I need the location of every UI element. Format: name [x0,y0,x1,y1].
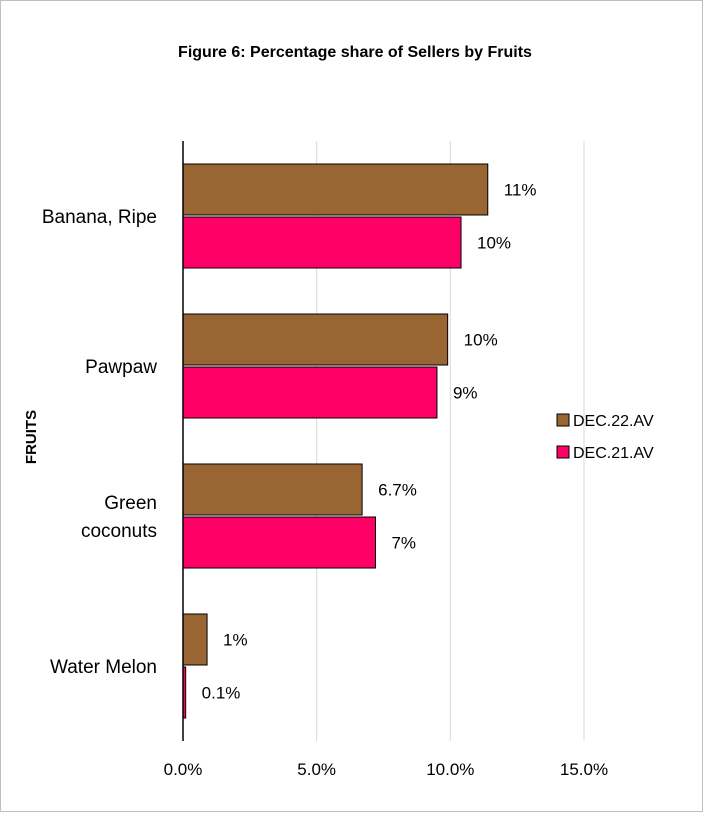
data-label: 10% [477,234,511,253]
category-label: Green [104,493,157,514]
legend: DEC.22.AV DEC.21.AV [556,413,654,462]
chart-title: Figure 6: Percentage share of Sellers by… [178,44,532,61]
x-tick-label: 5.0% [297,760,336,779]
legend-swatch [556,413,570,427]
data-labels: 11% 10% 10% 9% 6.7% 7% 1% 0.1% [202,181,537,703]
bar [182,366,438,419]
bars [182,163,489,719]
category-label: coconuts [81,521,157,542]
bar [182,163,489,216]
data-label: 7% [391,534,416,553]
bar [182,313,449,366]
data-label: 9% [453,384,478,403]
category-label: Water Melon [50,657,157,678]
category-labels: Banana, Ripe Pawpaw Green coconuts Water Mel… [42,207,157,678]
data-label: 1% [223,631,248,650]
data-label: 0.1% [202,684,241,703]
bar [182,613,208,666]
y-axis-label: FRUITS [23,410,40,464]
bar [182,463,363,516]
data-label: 10% [464,331,498,350]
category-label: Pawpaw [85,357,157,378]
x-tick-label: 0.0% [164,760,203,779]
legend-label: DEC.22.AV [573,413,654,430]
category-label: Banana, Ripe [42,207,157,228]
x-tick-label: 15.0% [560,760,608,779]
data-label: 6.7% [378,481,417,500]
x-tick-label: 10.0% [426,760,474,779]
data-label: 11% [504,181,537,200]
legend-swatch [556,445,570,459]
x-tick-labels: 0.0% 5.0% 10.0% 15.0% [164,760,608,779]
bar [182,516,376,569]
legend-label: DEC.21.AV [573,445,654,462]
bar [182,216,462,269]
